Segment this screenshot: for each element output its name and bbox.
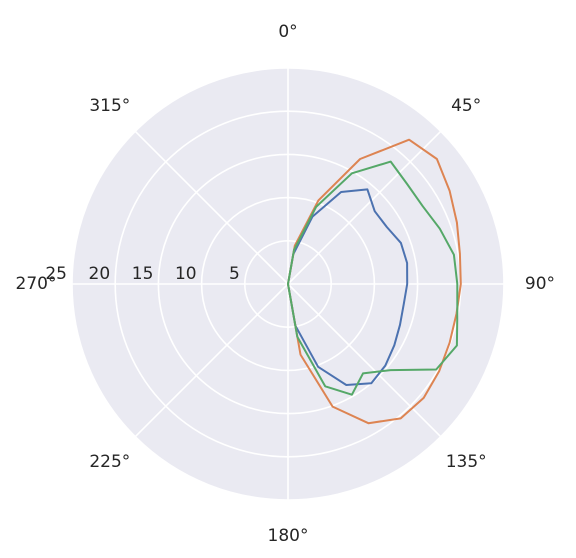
series-line-1 xyxy=(287,188,409,386)
angle-tick-labels: 0° 45° 90° 135° 180° 225° 270° 315° xyxy=(16,22,556,546)
radial-tick-label: 20 xyxy=(89,264,111,284)
radial-tick-label: 5 xyxy=(229,264,240,284)
series-line-3 xyxy=(287,160,459,396)
angular-gridline-45 xyxy=(287,130,442,285)
angle-tick-label: 135° xyxy=(446,452,487,472)
angular-gridline-225 xyxy=(134,283,289,438)
radial-tick-label: 25 xyxy=(45,264,67,284)
angle-tick-label: 315° xyxy=(89,96,130,116)
radial-tick-label: 10 xyxy=(175,264,197,284)
angular-gridlines xyxy=(72,68,504,500)
angle-tick-label: 270° xyxy=(16,274,57,294)
angular-gridline-135 xyxy=(287,283,442,438)
radial-tick-labels: 5 10 15 20 25 xyxy=(45,264,239,284)
angle-tick-label: 180° xyxy=(268,526,309,546)
angular-gridline-315 xyxy=(134,130,289,285)
angle-tick-label: 90° xyxy=(525,274,555,294)
angle-tick-label: 45° xyxy=(451,96,481,116)
series-line-2 xyxy=(287,138,462,425)
angle-tick-label: 225° xyxy=(89,452,130,472)
radial-tick-label: 15 xyxy=(132,264,154,284)
angle-tick-label: 0° xyxy=(278,22,297,42)
series-lines xyxy=(287,138,462,425)
